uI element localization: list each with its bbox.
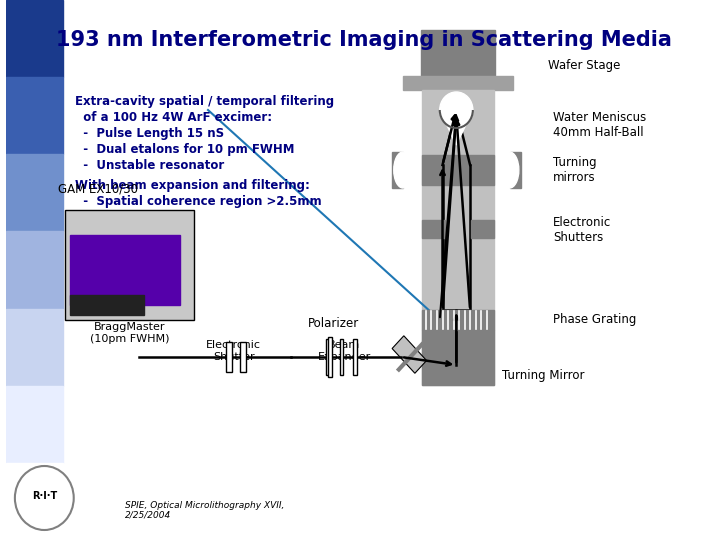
- Bar: [6, 308, 63, 386]
- Bar: [422, 330, 494, 385]
- Text: -  Spatial coherence region >2.5mm: - Spatial coherence region >2.5mm: [75, 195, 321, 208]
- Text: -  Dual etalons for 10 pm FWHM: - Dual etalons for 10 pm FWHM: [75, 143, 294, 156]
- Circle shape: [15, 466, 73, 530]
- Text: Polarizer: Polarizer: [307, 317, 359, 330]
- Bar: [6, 386, 63, 463]
- Bar: [70, 235, 181, 305]
- Bar: [70, 295, 143, 315]
- Bar: [392, 336, 426, 373]
- Circle shape: [440, 92, 473, 128]
- Text: GAM EX10/30: GAM EX10/30: [58, 182, 138, 195]
- Text: SPIE, Optical Microlithography XVII,
2/25/2004: SPIE, Optical Microlithography XVII, 2/2…: [125, 501, 284, 520]
- Bar: [325, 339, 329, 375]
- Bar: [422, 220, 445, 238]
- Bar: [340, 339, 343, 375]
- Bar: [422, 155, 494, 185]
- Bar: [392, 152, 403, 188]
- Bar: [6, 154, 63, 232]
- Bar: [6, 232, 63, 308]
- Bar: [240, 342, 246, 372]
- Text: R·I·T: R·I·T: [32, 491, 57, 501]
- Text: With beam expansion and filtering:: With beam expansion and filtering:: [75, 179, 310, 192]
- Text: BraggMaster
(10pm FWHM): BraggMaster (10pm FWHM): [90, 322, 170, 343]
- Text: -  Pulse Length 15 nS: - Pulse Length 15 nS: [75, 127, 224, 140]
- Bar: [422, 90, 494, 385]
- Text: Beam
Expander: Beam Expander: [318, 340, 371, 362]
- Bar: [6, 77, 63, 154]
- Bar: [328, 337, 332, 377]
- Text: Water Meniscus
40mm Half-Ball: Water Meniscus 40mm Half-Ball: [553, 111, 646, 139]
- Bar: [226, 342, 232, 372]
- Ellipse shape: [500, 152, 519, 188]
- Bar: [6, 463, 63, 540]
- Text: Electronic
Shutters: Electronic Shutters: [553, 216, 611, 244]
- Bar: [6, 0, 63, 77]
- Text: Phase Grating: Phase Grating: [553, 314, 636, 327]
- Bar: [403, 76, 513, 90]
- Bar: [471, 220, 494, 238]
- Ellipse shape: [394, 152, 412, 188]
- Polygon shape: [440, 110, 473, 145]
- Bar: [422, 310, 494, 330]
- Text: Turning Mirror: Turning Mirror: [503, 368, 585, 381]
- Text: 193 nm Interferometric Imaging in Scattering Media: 193 nm Interferometric Imaging in Scatte…: [56, 30, 672, 50]
- Bar: [66, 210, 194, 320]
- Text: Extra-cavity spatial / temporal filtering: Extra-cavity spatial / temporal filterin…: [75, 95, 334, 108]
- Text: -  Unstable resonator: - Unstable resonator: [75, 159, 224, 172]
- Text: Wafer Stage: Wafer Stage: [548, 58, 621, 71]
- Text: Electronic
Shutter: Electronic Shutter: [206, 340, 261, 362]
- Bar: [510, 152, 521, 188]
- Text: Turning
mirrors: Turning mirrors: [553, 156, 596, 184]
- Text: of a 100 Hz 4W ArF excimer:: of a 100 Hz 4W ArF excimer:: [75, 111, 271, 124]
- Bar: [421, 30, 495, 80]
- Bar: [354, 339, 357, 375]
